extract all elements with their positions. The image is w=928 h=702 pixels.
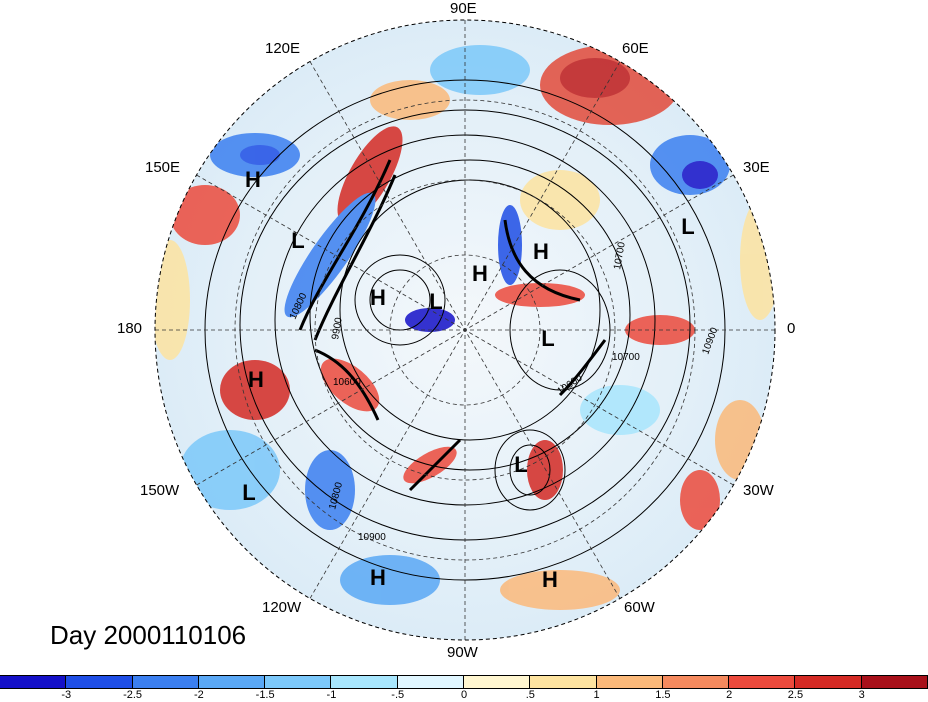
pressure-center-label: H xyxy=(370,565,386,590)
lon-label-180: 180 xyxy=(117,320,143,337)
pressure-center-label: L xyxy=(0,0,7,5)
colorbar-tick-label: -2.5 xyxy=(123,689,143,701)
colorbar-tick-label: 3 xyxy=(858,689,865,701)
colorbar-tick-label: 0 xyxy=(460,689,468,701)
lon-label-90w: 90W xyxy=(447,644,478,661)
colorbar-tick-label: -2 xyxy=(193,689,204,701)
colorbar-tick-label: 1.5 xyxy=(655,689,671,701)
lon-label-120e: 120E xyxy=(265,40,301,57)
pressure-center-label: L xyxy=(429,289,442,314)
pressure-center-label: L xyxy=(291,228,304,253)
lon-label-30e: 30E xyxy=(743,159,770,176)
colorbar-swatch xyxy=(0,676,67,688)
jet-contours xyxy=(298,159,607,492)
lon-label-150e: 150E xyxy=(145,159,181,176)
pressure-center-label: H xyxy=(533,239,549,264)
contour-label: 9900 xyxy=(330,316,345,340)
pressure-center-label: H xyxy=(245,167,261,192)
colorbar-tick-label: .5 xyxy=(525,689,535,701)
colorbar-swatch xyxy=(265,676,332,688)
lon-label-60w: 60W xyxy=(624,599,655,616)
colorbar-swatch xyxy=(132,676,199,688)
map-caption: Day 2000110106 xyxy=(50,620,247,650)
polar-stereographic-map: H L H L H H L L H L L H H L H H 10700 10… xyxy=(0,0,776,641)
anomaly-field xyxy=(155,20,775,640)
pressure-center-label: L xyxy=(681,214,694,239)
lon-label-150w: 150W xyxy=(140,482,180,499)
lon-label-30w: 30W xyxy=(743,482,774,499)
pressure-center-label: H xyxy=(472,261,488,286)
colorbar-swatch xyxy=(198,676,266,688)
colorbar-labels: -3 -2.5 -2 -1.5 -1 -.5 0 .5 1 1.5 2 2.5 3 xyxy=(0,689,928,702)
colorbar-tick-label: 1 xyxy=(593,689,600,701)
colorbar-tick-label: 2 xyxy=(726,689,733,701)
colorbar-tick-label: -3 xyxy=(61,689,72,701)
colorbar-tick-label: -1 xyxy=(326,689,337,701)
colorbar-swatch xyxy=(463,676,531,688)
colorbar-swatch xyxy=(861,676,928,688)
colorbar-swatch xyxy=(795,676,862,688)
pressure-center-label: H xyxy=(542,567,558,592)
contour-label: 10900 xyxy=(0,0,28,3)
colorbar-swatch xyxy=(662,676,730,688)
colorbar-swatch xyxy=(66,676,133,688)
pressure-center-label: H xyxy=(0,0,8,5)
contour-label: 10700 xyxy=(612,241,628,271)
pressure-center-label: H xyxy=(370,285,386,310)
colorbar xyxy=(0,675,928,689)
contour-label: 10600 xyxy=(333,377,361,388)
colorbar-swatch xyxy=(729,676,796,688)
contour-label: 10700 xyxy=(612,352,640,363)
pressure-center-label: H xyxy=(248,367,264,392)
map-boundary xyxy=(154,19,776,641)
pressure-center-label: L xyxy=(242,480,255,505)
lon-label-120w: 120W xyxy=(262,599,302,616)
pressure-center-label: L xyxy=(541,326,554,351)
colorbar-swatch xyxy=(331,676,398,688)
lon-label-60e: 60E xyxy=(622,40,649,57)
pressure-center-label: L xyxy=(514,452,527,477)
colorbar-tick-label: -.5 xyxy=(391,689,405,701)
colorbar-swatch xyxy=(596,676,663,688)
graticule xyxy=(155,20,775,640)
colorbar-swatch xyxy=(397,676,464,688)
lon-label-0: 0 xyxy=(787,320,796,337)
pressure-centers: H L H L H H L L H L L H H L H H xyxy=(0,0,694,592)
contour-label: 10900 xyxy=(358,532,386,543)
pressure-center-label: H xyxy=(0,0,8,5)
colorbar-tick-label: -1.5 xyxy=(255,689,275,701)
colorbar-swatch xyxy=(530,676,597,688)
colorbar-tick-label: 2.5 xyxy=(787,689,804,701)
lon-label-90e: 90E xyxy=(450,0,477,17)
